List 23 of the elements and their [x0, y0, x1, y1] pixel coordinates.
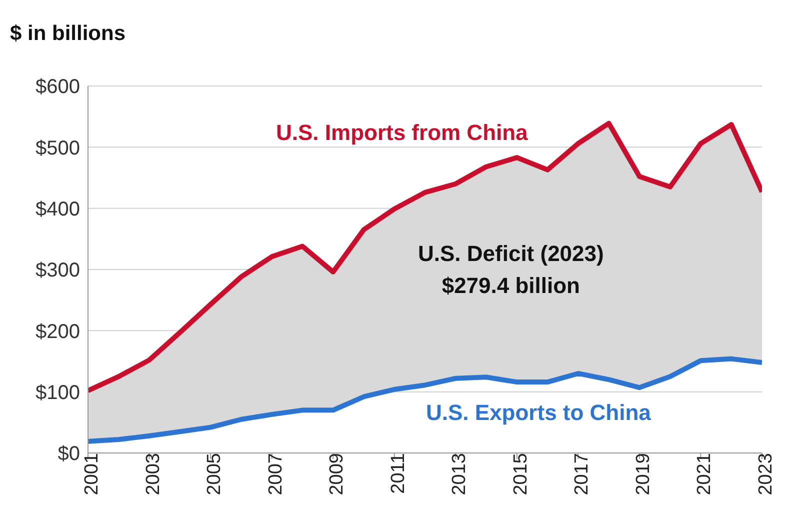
x-tick-label: 2021: [694, 453, 716, 496]
x-tick-label: 2001: [81, 453, 102, 496]
x-tick-label: 2017: [572, 453, 593, 496]
x-tick-label: 2015: [510, 453, 532, 496]
annotation: U.S. Deficit (2023) $279.4 billion: [418, 240, 604, 300]
x-tick-label: 2011: [388, 453, 409, 494]
x-tick-label: 2005: [204, 453, 226, 496]
x-tick-label: 2023: [755, 453, 776, 496]
y-tick-label: $300: [36, 260, 80, 282]
y-tick-label: $0: [58, 443, 80, 466]
y-tick-label: $500: [36, 137, 80, 160]
y-axis-title: $ in billions: [10, 22, 126, 46]
series-label: U.S. Imports from China: [276, 120, 528, 146]
y-tick-label: $400: [36, 198, 80, 220]
x-tick-label: 2009: [326, 453, 348, 496]
y-tick-label: $200: [36, 320, 80, 343]
x-tick-label: 2013: [449, 453, 470, 496]
series-label: U.S. Exports to China: [426, 400, 651, 426]
x-tick-label: 2007: [265, 453, 286, 496]
y-tick-label: $100: [36, 382, 80, 404]
y-tick-label: $600: [36, 76, 80, 98]
x-tick-label: 2019: [632, 453, 654, 496]
x-tick-label: 2003: [142, 453, 164, 496]
